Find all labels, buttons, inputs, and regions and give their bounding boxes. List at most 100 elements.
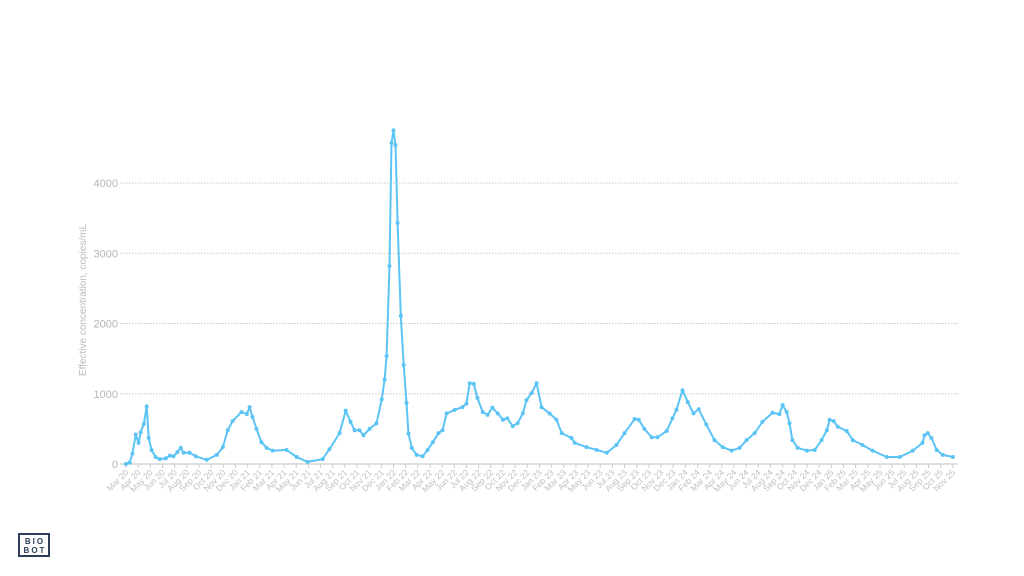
data-point — [824, 428, 829, 433]
data-point — [124, 462, 128, 466]
data-point — [655, 435, 660, 440]
data-point — [649, 435, 654, 440]
data-point — [642, 426, 647, 431]
data-point — [225, 428, 230, 433]
data-point — [387, 263, 392, 268]
data-point — [379, 397, 384, 402]
data-point — [406, 431, 411, 436]
data-point — [348, 419, 353, 424]
data-point — [178, 445, 183, 450]
data-point — [467, 381, 472, 386]
data-point — [712, 438, 717, 443]
data-point — [622, 431, 627, 436]
data-point — [505, 416, 510, 421]
data-point — [812, 447, 817, 452]
data-point — [343, 408, 348, 413]
data-point — [790, 438, 795, 443]
data-point — [897, 454, 902, 459]
data-point — [391, 128, 396, 133]
data-point — [495, 411, 500, 416]
data-point — [572, 440, 577, 445]
data-point — [404, 400, 409, 405]
data-point — [171, 454, 176, 459]
data-point — [146, 436, 151, 441]
data-point — [384, 353, 389, 358]
data-point — [264, 445, 269, 450]
y-tick-label: 4000 — [94, 178, 118, 190]
data-point — [414, 452, 419, 457]
data-point — [244, 412, 249, 417]
data-point — [515, 421, 520, 426]
data-point — [153, 454, 158, 459]
data-point — [704, 422, 709, 427]
data-point — [922, 433, 927, 438]
data-point — [850, 438, 855, 443]
data-point — [141, 421, 146, 426]
data-point — [520, 411, 525, 416]
data-point — [327, 447, 332, 452]
data-point — [259, 440, 264, 445]
data-point — [401, 362, 406, 367]
data-point — [752, 431, 757, 436]
data-point — [204, 457, 209, 462]
data-point — [770, 410, 775, 415]
data-point — [393, 143, 398, 148]
data-point — [604, 450, 609, 455]
data-point — [367, 426, 372, 431]
data-point — [430, 440, 435, 445]
data-point — [594, 447, 599, 452]
data-point — [250, 414, 255, 419]
data-point — [144, 404, 149, 409]
data-point — [294, 454, 299, 459]
data-point — [127, 460, 132, 465]
data-point — [950, 454, 955, 459]
data-point — [254, 426, 259, 431]
data-point — [138, 430, 143, 435]
data-point — [471, 381, 476, 386]
data-point — [744, 438, 749, 443]
y-tick-label: 1000 — [94, 389, 118, 401]
data-point — [337, 431, 342, 436]
data-point — [440, 428, 445, 433]
data-point — [409, 445, 414, 450]
data-point — [780, 402, 785, 407]
data-point — [382, 377, 387, 382]
data-point — [737, 445, 742, 450]
data-point — [940, 452, 945, 457]
data-point — [685, 400, 690, 405]
data-point — [529, 391, 534, 396]
data-point — [569, 436, 574, 441]
data-point — [452, 407, 457, 412]
data-point — [398, 313, 403, 318]
data-point — [130, 451, 135, 456]
data-point — [910, 448, 915, 453]
data-point — [395, 221, 400, 226]
data-point — [827, 417, 832, 422]
data-point — [680, 388, 685, 393]
data-point — [934, 447, 939, 452]
data-point — [436, 431, 441, 436]
data-point — [632, 417, 637, 422]
data-point — [187, 450, 192, 455]
series-line — [125, 129, 954, 465]
data-point — [787, 421, 792, 426]
data-point — [819, 438, 824, 443]
data-point — [239, 410, 244, 415]
data-point — [729, 448, 734, 453]
data-point — [490, 405, 495, 410]
y-tick-label: 3000 — [94, 248, 118, 260]
data-point — [247, 405, 252, 410]
data-point — [784, 410, 789, 415]
logo-line1: BIO — [24, 537, 46, 546]
data-point — [425, 447, 430, 452]
data-point — [220, 445, 225, 450]
data-point — [674, 407, 679, 412]
data-point — [760, 419, 765, 424]
data-point — [929, 436, 934, 441]
data-point — [167, 453, 172, 458]
logo-line2: BOT — [23, 546, 47, 555]
y-tick-label: 2000 — [94, 319, 118, 331]
data-point — [670, 416, 675, 421]
data-point — [480, 410, 485, 415]
